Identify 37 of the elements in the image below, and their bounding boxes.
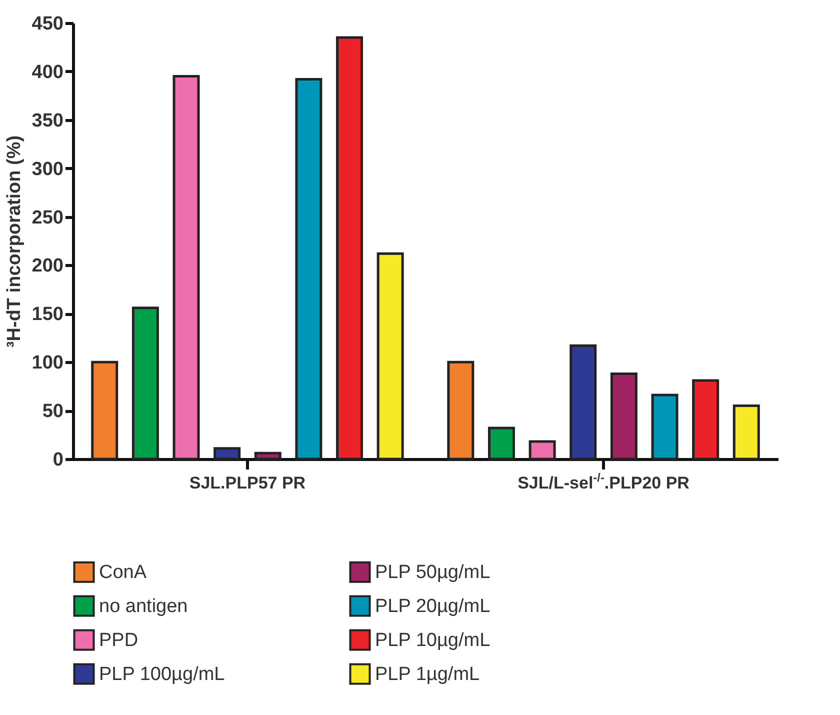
bar [610,372,638,460]
x-tick-label: SJL/L-sel$^{-/-}$.PLP20 PR [518,470,690,492]
legend-label: no antigen [99,596,188,617]
bar [132,306,159,460]
bar [91,360,118,460]
y-axis-title: ³H-dT incorporation (%) [4,135,25,348]
legend-label: ConA [99,562,147,584]
bar [172,75,200,460]
y-tick-label: 50 [42,401,64,422]
legend-label: PLP 1µg/mL [375,664,480,685]
y-tick-label: 300 [32,158,64,180]
bar [214,447,241,460]
bar [376,252,404,460]
y-tick-label: 200 [32,256,64,277]
legend-label: PLP 100µg/mL [99,664,225,685]
bar [528,440,556,460]
y-tick-label: 100 [32,352,64,374]
y-tick-label: 450 [32,14,64,34]
y-tick-label: 400 [32,62,64,83]
bar [488,426,515,460]
bar [336,36,364,460]
bar [651,394,678,460]
y-tick-label: 150 [32,304,64,326]
bar [295,78,322,460]
bar [447,360,474,460]
legend-label: PLP 50µg/mL [375,562,490,584]
legend-label: PLP 10µg/mL [375,630,490,651]
y-tick-label: 350 [32,110,64,132]
y-tick-label: 250 [32,207,64,228]
bar [570,344,597,460]
bar [254,452,282,460]
legend-label: PPD [99,630,138,651]
legend-label: PLP 20µg/mL [375,596,490,617]
bar [692,379,720,460]
x-tick-label: SJL.PLP57 PR [189,474,306,492]
bar [732,404,760,460]
y-tick-label: 0 [52,450,64,470]
